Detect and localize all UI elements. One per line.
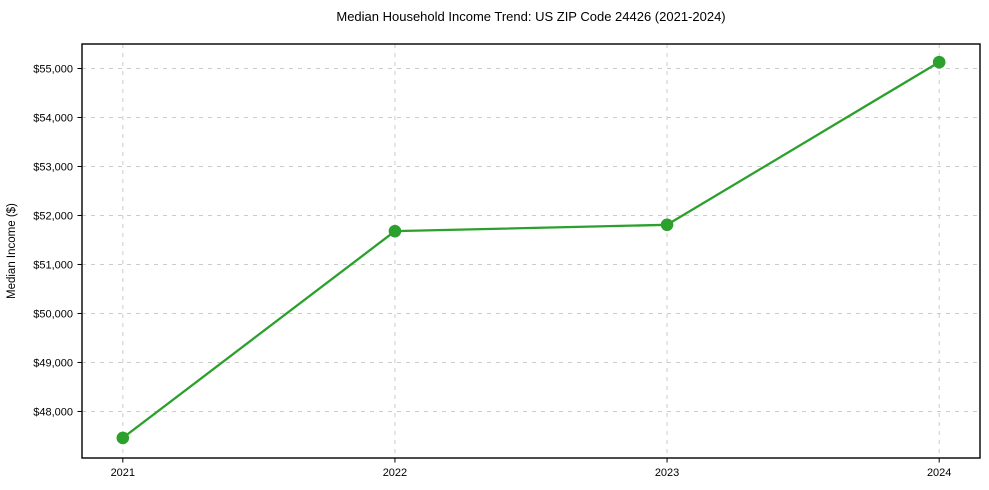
y-tick-label: $55,000: [33, 63, 73, 75]
trend-line: [121, 60, 941, 440]
data-point-2021: [116, 431, 130, 445]
y-tick-label: $52,000: [33, 210, 73, 222]
data-point-2023: [660, 218, 674, 232]
data-point-2022: [388, 224, 402, 238]
y-tick-label: $53,000: [33, 161, 73, 173]
x-tick-label: 2023: [655, 467, 679, 479]
plot-border: [81, 43, 981, 459]
y-tick-label: $49,000: [33, 357, 73, 369]
y-tick-label: $51,000: [33, 259, 73, 271]
data-point-2024: [932, 55, 946, 69]
x-tick-label: 2021: [111, 467, 135, 479]
y-tick-label: $54,000: [33, 112, 73, 124]
y-axis-label: Median Income ($): [6, 203, 18, 299]
y-tick-label: $48,000: [33, 406, 73, 418]
x-tick-label: 2022: [383, 467, 407, 479]
x-tick-label: 2024: [927, 467, 951, 479]
y-tick-label: $50,000: [33, 308, 73, 320]
chart-title: Median Household Income Trend: US ZIP Co…: [336, 9, 726, 24]
